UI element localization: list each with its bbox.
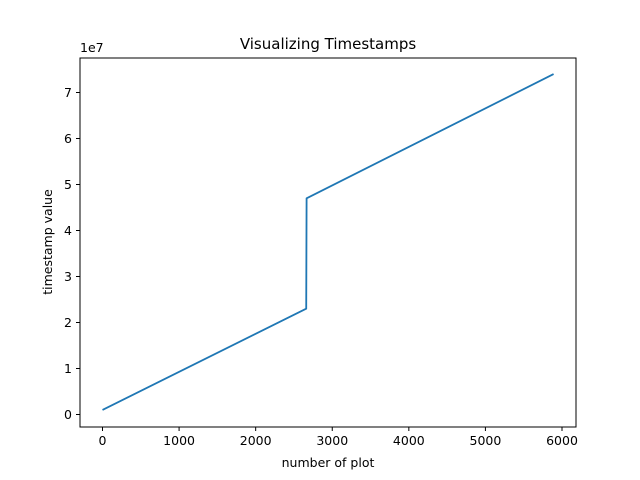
x-axis-label: number of plot [282,455,375,470]
y-axis-label: timestamp value [40,189,55,295]
y-tick-label: 4 [64,223,72,238]
x-tick-label: 1000 [163,433,195,448]
y-tick-label: 1 [64,361,72,376]
x-tick-label: 0 [99,433,107,448]
y-tick-label: 2 [64,315,72,330]
x-tick-label: 2000 [240,433,272,448]
y-tick-label: 7 [64,85,72,100]
y-axis-ticks: 0 1 2 3 4 5 6 7 [64,85,80,422]
axes-frame [79,57,577,428]
y-tick-label: 6 [64,131,72,146]
y-offset-label: 1e7 [80,40,104,55]
x-tick-label: 4000 [393,433,425,448]
x-axis-ticks: 0 1000 2000 3000 4000 5000 6000 [99,427,578,448]
x-tick-label: 3000 [316,433,348,448]
y-tick-label: 5 [64,177,72,192]
x-tick-label: 5000 [470,433,502,448]
series-line-0 [102,73,554,411]
chart-title: Visualizing Timestamps [240,35,417,53]
x-tick-label: 6000 [546,433,578,448]
plot-area [79,57,577,428]
y-tick-label: 3 [64,269,72,284]
y-tick-label: 0 [64,407,72,422]
